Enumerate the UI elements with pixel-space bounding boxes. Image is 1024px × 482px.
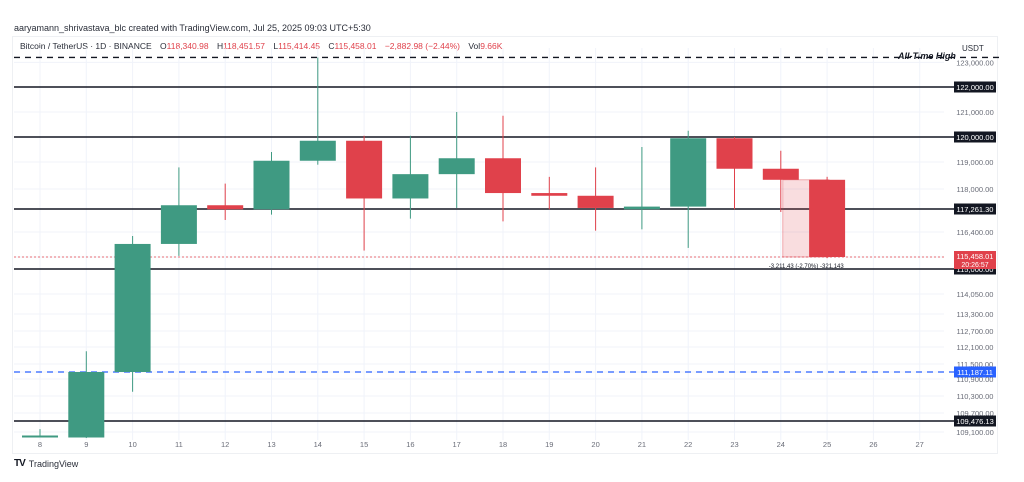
time-tick: 22	[684, 440, 692, 449]
candle-body	[68, 372, 105, 438]
candle-body	[577, 195, 614, 208]
candle-body	[114, 243, 151, 373]
price-tick: 116,400.00	[957, 228, 994, 237]
candle-body	[22, 435, 58, 438]
candles	[22, 57, 846, 438]
price-tick: 109,700.00	[956, 409, 994, 418]
measurement-label: -3,211.43 (-2.70%) -321,143	[769, 264, 845, 270]
price-label-badge[interactable]	[954, 203, 996, 215]
price-label-badge[interactable]	[954, 263, 996, 275]
price-label: 120,000.00	[956, 133, 994, 142]
time-tick: 9	[84, 440, 88, 449]
candle-body	[253, 160, 290, 210]
candle-body	[392, 174, 429, 199]
chart-credit: aaryamann_shrivastava_blc created with T…	[14, 23, 371, 33]
price-tick: 113,300.00	[957, 310, 994, 319]
current-price-badge[interactable]	[954, 250, 996, 269]
time-tick: 16	[406, 440, 414, 449]
price-tick: 110,900.00	[957, 375, 994, 384]
time-tick: 18	[499, 440, 507, 449]
symbol-title[interactable]: Bitcoin / TetherUS · 1D · BINANCE	[20, 41, 152, 51]
price-label: 111,187.11	[957, 368, 993, 377]
candle-body	[346, 140, 383, 199]
price-label: 115,000.00	[957, 265, 994, 274]
chart-frame	[12, 36, 998, 454]
time-tick: 14	[314, 440, 322, 449]
candle-body	[207, 205, 244, 210]
time-tick: 24	[777, 440, 785, 449]
price-label: 109,476.13	[956, 417, 994, 426]
high-label: H	[216, 41, 224, 51]
high-value: 118,451.57	[223, 41, 265, 51]
candle-body	[485, 158, 521, 194]
price-tick: 118,000.00	[957, 185, 994, 194]
price-tick: 119,000.00	[957, 158, 994, 167]
open-label: O	[160, 41, 167, 51]
price-axis-unit[interactable]: USDT	[962, 44, 984, 53]
price-tick: 111,500.00	[957, 360, 993, 369]
candle-body	[670, 138, 707, 207]
price-label-badge[interactable]	[954, 81, 996, 93]
price-label: 122,000.00	[956, 83, 994, 92]
open-value: 118,340.98	[166, 41, 209, 51]
tradingview-logo-icon: TV	[14, 458, 26, 469]
candle-body	[299, 140, 336, 161]
price-label: 117,261.30	[957, 205, 994, 214]
current-price-value: 115,458.01	[957, 252, 994, 261]
candle-body	[623, 206, 660, 210]
candle-body	[531, 193, 568, 196]
time-tick: 17	[453, 440, 461, 449]
countdown-timer: 20:26:57	[961, 262, 988, 269]
change-value: −2,882.98 (−2.44%)	[384, 41, 460, 51]
time-tick: 15	[360, 440, 368, 449]
low-value: 115,414.45	[278, 41, 321, 51]
close-label: C	[328, 41, 335, 51]
time-tick: 21	[638, 440, 646, 449]
candle-body	[809, 179, 846, 257]
price-tick: 123,000.00	[956, 58, 994, 67]
time-tick: 8	[38, 440, 42, 449]
price-label-badge[interactable]	[954, 415, 996, 427]
price-label-badge[interactable]	[954, 366, 996, 378]
tradingview-logo[interactable]: TV TradingView	[14, 458, 78, 469]
symbol-legend: Bitcoin / TetherUS · 1D · BINANCE O118,3…	[20, 41, 502, 51]
all-time-high-label: All-Time High	[898, 51, 956, 61]
time-tick: 25	[823, 440, 831, 449]
price-tick: 110,300.00	[957, 392, 994, 401]
price-label-badge[interactable]	[954, 131, 996, 143]
time-tick: 11	[175, 440, 183, 449]
price-tick: 121,000.00	[956, 108, 994, 117]
time-tick: 12	[221, 440, 229, 449]
price-axis[interactable]: 123,000.00 122,000.00 121,000.00 120,000.00…	[954, 58, 996, 437]
price-tick: 114,050.00	[957, 290, 994, 299]
price-tick: 112,100.00	[957, 343, 994, 352]
time-tick: 23	[730, 440, 738, 449]
close-value: 115,458.01	[334, 41, 377, 51]
candle-body	[438, 158, 475, 175]
time-axis[interactable]: 8 9 10 11 12 13 14 15 16 17 18 19 20 21 22 23 24 25 26 27	[38, 440, 924, 449]
low-label: L	[273, 41, 279, 51]
time-tick: 27	[916, 440, 924, 449]
candle-body	[762, 168, 799, 180]
time-tick: 26	[869, 440, 877, 449]
time-tick: 13	[267, 440, 275, 449]
price-tick: 109,100.00	[956, 428, 994, 437]
volume-label: Vol	[468, 41, 481, 51]
time-tick: 20	[591, 440, 599, 449]
price-tick: 112,700.00	[957, 327, 994, 336]
candle-body	[716, 138, 753, 169]
candle-body	[160, 205, 197, 244]
volume-value: 9.66K	[480, 41, 503, 51]
time-tick: 10	[128, 440, 136, 449]
tradingview-brand: TradingView	[28, 458, 79, 469]
time-tick: 19	[545, 440, 553, 449]
